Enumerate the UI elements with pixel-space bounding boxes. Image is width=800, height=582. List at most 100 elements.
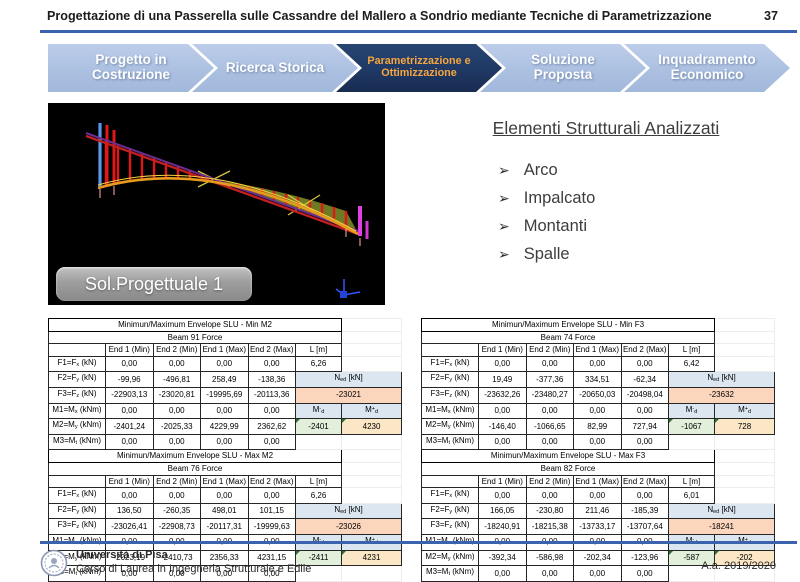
value-cell: -23026,41 [105, 518, 154, 535]
column-header: End 2 (Max) [620, 343, 669, 357]
column-header: End 1 (Max) [573, 474, 622, 489]
spacer-cell [341, 487, 403, 504]
moment-neg-value: -2411 [294, 549, 343, 567]
value-cell: 0,00 [525, 487, 574, 504]
arrow-bullet-icon: ➢ [498, 162, 510, 178]
value-cell: 0,00 [105, 402, 154, 420]
value-cell: -230,80 [525, 502, 574, 520]
value-cell: 0,00 [152, 487, 201, 504]
value-cell: 0,00 [247, 402, 296, 420]
value-cell: 211,46 [573, 502, 622, 520]
unipi-logo [40, 549, 68, 577]
row-label: F1=Fx (kN) [421, 355, 479, 373]
value-cell: 0,00 [105, 433, 154, 451]
spacer-cell [341, 355, 403, 373]
value-cell: 0,00 [525, 433, 574, 451]
corner-cell [48, 343, 106, 357]
row-label: F2=Fy (kN) [421, 371, 479, 388]
table-row: F2=Fy (kN) 166,05 -230,80 211,46 -185,39 Ned … [421, 502, 776, 520]
table-row: End 1 (Min) End 2 (Min) End 1 (Max) End 2 (… [421, 343, 776, 357]
ned-header: Ned [kN] [294, 502, 403, 520]
table-row: F2=Fy (kN) 19,49 -377,36 334,51 -62,34 Ned [k… [421, 371, 776, 388]
spacer-cell [341, 343, 403, 357]
section-subtitle: Beam 76 Force [47, 461, 343, 476]
value-cell: 0,00 [478, 355, 527, 373]
column-header: End 2 (Max) [247, 474, 296, 489]
footer-divider [40, 541, 797, 544]
value-cell: -22903,13 [105, 386, 154, 404]
value-cell: -2025,33 [152, 418, 201, 435]
column-header: End 1 (Max) [200, 343, 249, 357]
value-cell: 82,99 [573, 418, 622, 435]
corner-cell [48, 474, 106, 489]
spacer-cell [341, 449, 403, 463]
table-row: F3=Fz (kN) -18240,91 -18215,38 -13733,17 -13… [421, 518, 776, 535]
value-cell: -18215,38 [525, 518, 574, 535]
table-row: F1=Fx (kN) 0,00 0,00 0,00 0,00 6,42 [421, 355, 776, 373]
value-cell: -13707,64 [620, 518, 669, 535]
row-label: F3=Fz (kN) [421, 518, 479, 535]
process-step-parametrizzazione: Parametrizzazione e Ottimizzazione [336, 44, 502, 92]
value-cell: 0,00 [105, 355, 154, 373]
spacer-cell [714, 355, 776, 373]
column-header: End 2 (Max) [247, 343, 296, 357]
elements-heading: Elementi Strutturali Analizzati [492, 118, 720, 138]
length-value: 6,26 [294, 487, 343, 504]
table-row: F2=Fy (kN) 136,50 -260,35 498,01 101,15 Ned [… [48, 502, 403, 520]
table-row: End 1 (Min) End 2 (Min) End 1 (Max) End 2 (… [48, 343, 403, 357]
process-step-label: Ricerca Storica [225, 59, 325, 75]
spacer-cell [341, 318, 403, 332]
value-cell: 498,01 [200, 502, 249, 520]
value-cell: 0,00 [620, 487, 669, 504]
value-cell: 0,00 [152, 402, 201, 420]
figure-caption: Sol.Progettuale 1 [56, 267, 252, 301]
row-label: M1=Mx (kNm) [421, 402, 479, 420]
value-cell: -20650,03 [573, 386, 622, 404]
spacer-cell [341, 461, 403, 476]
value-cell: -22908,73 [152, 518, 201, 535]
value-cell: 0,00 [152, 433, 201, 451]
spacer-cell [714, 474, 776, 489]
value-cell: 0,00 [200, 355, 249, 373]
value-cell: -123,96 [620, 549, 669, 567]
bridge-render-figure: Sol.Progettuale 1 [48, 103, 385, 305]
table-row: F1=Fx (kN) 0,00 0,00 0,00 0,00 6,26 [48, 487, 403, 504]
row-label: F2=Fy (kN) [48, 371, 106, 388]
row-label: F3=Fz (kN) [421, 386, 479, 404]
table-row: Minimun/Maximum Envelope SLU - Max F3 [420, 449, 776, 463]
column-header: End 1 (Max) [200, 474, 249, 489]
list-item-label: Impalcato [523, 189, 596, 207]
value-cell: -146,40 [478, 418, 527, 435]
moment-pos-value: 4231 [341, 549, 403, 567]
table-row: Beam 74 Force [420, 330, 776, 345]
spacer-cell [341, 330, 403, 345]
value-cell: 0,00 [525, 402, 574, 420]
column-header: End 1 (Min) [105, 343, 154, 357]
value-cell: 166,05 [478, 502, 527, 520]
moment-pos-value: -202 [714, 549, 776, 567]
ned-value: -23026 [294, 518, 403, 535]
ned-header: Ned [kN] [667, 502, 776, 520]
row-label: F1=Fx (kN) [421, 487, 479, 504]
table-row: Minimun/Maximum Envelope SLU - Min F3 [420, 318, 776, 332]
column-header: L [m] [667, 343, 716, 357]
value-cell: -2401,24 [105, 418, 154, 435]
table-row: Minimun/Maximum Envelope SLU - Min M2 [47, 318, 403, 332]
value-cell: 136,50 [105, 502, 154, 520]
column-header: End 2 (Max) [620, 474, 669, 489]
spacer-cell [714, 433, 776, 451]
slide-title: Progettazione di una Passerella sulle Ca… [47, 9, 712, 23]
value-cell: 0,00 [478, 487, 527, 504]
table-row: M3=Mt (kNm) 0,00 0,00 0,00 0,00 [48, 433, 403, 451]
table-row: M2=My (kNm) -146,40 -1066,65 82,99 727,94 -10… [421, 418, 776, 435]
corner-cell [421, 343, 479, 357]
value-cell: 0,00 [620, 355, 669, 373]
spacer-cell [714, 449, 776, 463]
column-header: End 1 (Min) [105, 474, 154, 489]
page-number: 37 [763, 9, 778, 23]
column-header: End 1 (Min) [478, 343, 527, 357]
table-row: Beam 91 Force [47, 330, 403, 345]
value-cell: 2362,62 [247, 418, 296, 435]
spacer-cell [714, 318, 776, 332]
